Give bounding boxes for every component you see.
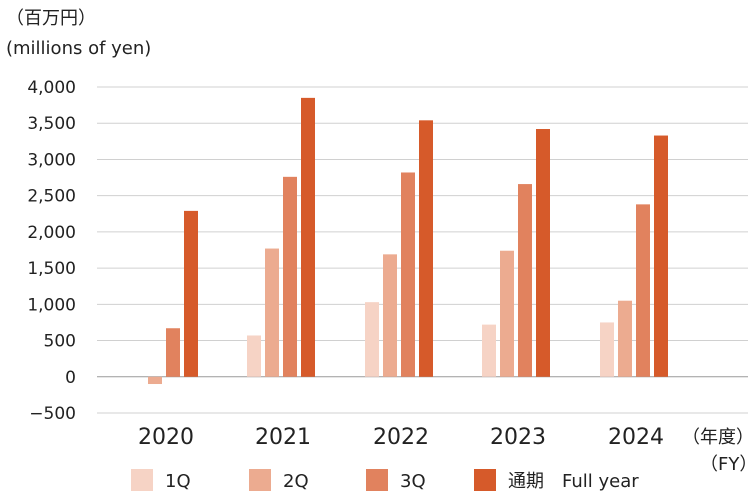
legend-label: 3Q bbox=[400, 471, 426, 492]
y-tick-label: 2,500 bbox=[27, 187, 76, 207]
bar-2023-2q bbox=[500, 250, 514, 377]
legend-label: 2Q bbox=[283, 471, 309, 492]
y-tick-label: 0 bbox=[65, 368, 76, 388]
y-tick-layer: 4,000 3,500 3,000 2,500 2,000 1,500 1,000 500 0 −… bbox=[27, 78, 76, 424]
bar-2021-2q bbox=[265, 248, 279, 377]
legend-swatch bbox=[366, 469, 388, 491]
unit-label-en: (millions of yen) bbox=[6, 38, 151, 59]
bar-2023-3q bbox=[518, 184, 532, 377]
bar-2021-通期-full-year bbox=[301, 97, 315, 377]
legend-label: 1Q bbox=[165, 471, 191, 492]
bar-2020-通期-full-year bbox=[184, 210, 198, 377]
legend-swatch bbox=[474, 469, 496, 491]
bar-2023-1q bbox=[482, 324, 496, 377]
y-tick-label: −500 bbox=[29, 404, 76, 424]
y-tick-label: 4,000 bbox=[27, 78, 76, 98]
bar-2024-通期-full-year bbox=[654, 135, 668, 377]
legend-swatch bbox=[131, 469, 153, 491]
y-tick-label: 500 bbox=[44, 332, 76, 352]
bar-2020-3q bbox=[166, 328, 180, 377]
unit-label-ja: （百万円） bbox=[6, 8, 96, 29]
x-category-label: 2021 bbox=[255, 425, 311, 450]
legend: 1Q 2Q 3Q 通期 Full year bbox=[131, 469, 639, 492]
fy-label-ja: （年度） bbox=[682, 427, 750, 448]
bar-2023-通期-full-year bbox=[536, 129, 550, 377]
bar-2020-2q bbox=[148, 376, 162, 385]
bar-2022-通期-full-year bbox=[419, 120, 433, 377]
x-category-label: 2024 bbox=[608, 425, 664, 450]
y-tick-label: 1,500 bbox=[27, 259, 76, 279]
bar-2024-1q bbox=[600, 322, 614, 377]
bar-2024-2q bbox=[618, 300, 632, 377]
legend-label: 通期 Full year bbox=[508, 471, 639, 492]
legend-swatch bbox=[249, 469, 271, 491]
y-tick-label: 3,500 bbox=[27, 114, 76, 134]
x-category-layer: 2020 2021 2022 2023 2024 bbox=[138, 425, 664, 450]
bar-2021-3q bbox=[283, 176, 297, 377]
fy-label-en: （FY） bbox=[700, 454, 750, 475]
bar-2021-1q bbox=[247, 335, 261, 377]
y-tick-label: 3,000 bbox=[27, 150, 76, 170]
bar-2022-2q bbox=[383, 254, 397, 377]
x-category-label: 2022 bbox=[373, 425, 429, 450]
y-tick-label: 2,000 bbox=[27, 223, 76, 243]
bar-2022-3q bbox=[401, 172, 415, 377]
bar-2022-1q bbox=[365, 302, 379, 377]
x-category-label: 2023 bbox=[490, 425, 546, 450]
x-category-label: 2020 bbox=[138, 425, 194, 450]
bar-layer bbox=[148, 97, 668, 385]
y-tick-label: 1,000 bbox=[27, 295, 76, 315]
bar-2024-3q bbox=[636, 204, 650, 377]
